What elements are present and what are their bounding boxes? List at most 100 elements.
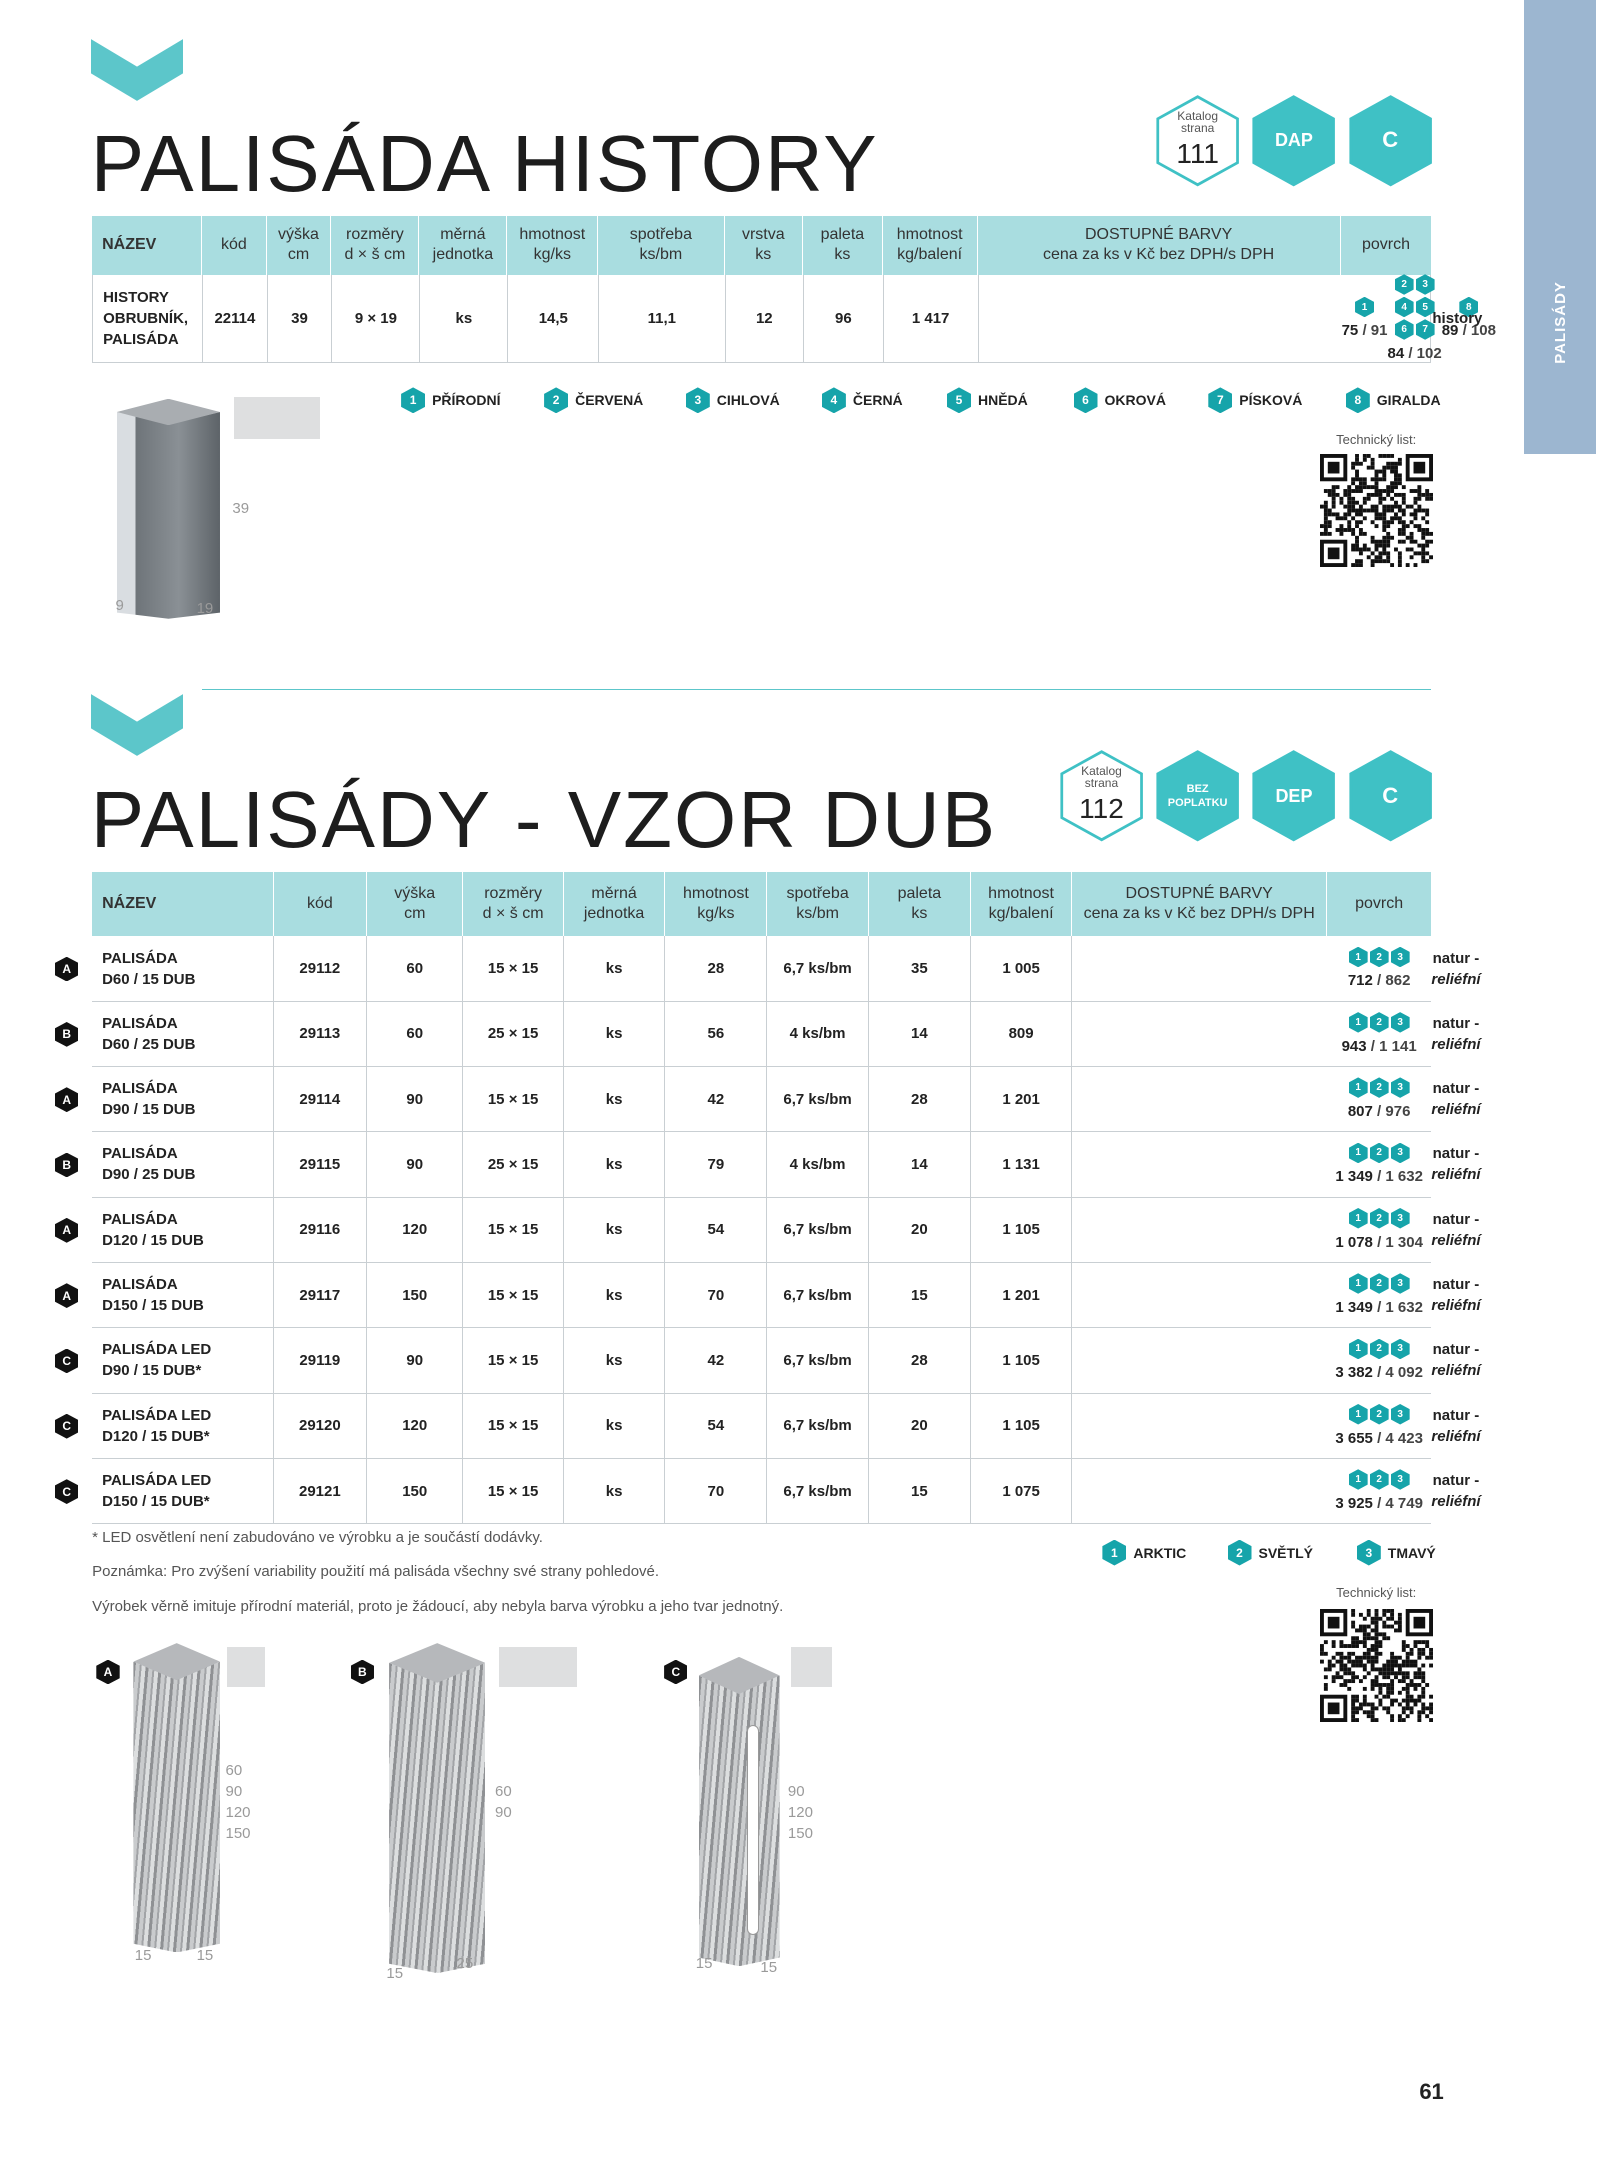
qr-module (1366, 1636, 1371, 1640)
qr-module (1370, 1655, 1375, 1660)
row-marker: A (55, 956, 79, 982)
surface: reliéfní (1431, 1297, 1481, 1315)
qr-module (1358, 559, 1363, 563)
qr-module (1425, 559, 1430, 563)
surface: natur - (1432, 1406, 1480, 1424)
qr-module (1394, 469, 1398, 474)
qr-module (1390, 453, 1395, 458)
qr-module (1413, 551, 1418, 556)
product-image (389, 1643, 486, 1974)
qr-module (1397, 461, 1402, 466)
qr-module (1351, 547, 1356, 552)
table-cell: 15 × 15 (463, 1262, 564, 1328)
qr-module (1378, 477, 1383, 482)
qr-module (1323, 508, 1328, 513)
qr-module (1335, 1651, 1340, 1656)
qr-module (1397, 516, 1402, 521)
qr-module (1378, 500, 1383, 505)
price-with-vat: / 4 092 (1377, 1364, 1423, 1382)
price-without-vat: 943 (1341, 1037, 1367, 1055)
qr-module (1413, 508, 1418, 513)
table-cell: 28 (869, 1328, 971, 1393)
color-swatch: 2 (1369, 1142, 1389, 1164)
table-cell: 15 × 15 (463, 1067, 564, 1132)
qr-module (1417, 1639, 1422, 1644)
qr-module (1358, 484, 1363, 489)
qr-module (1421, 559, 1426, 563)
table-cell: 29119 (274, 1328, 368, 1393)
table-cell: 4 ks/bm (767, 1132, 869, 1197)
color-swatch: 3 (1390, 1142, 1410, 1164)
qr-module (1421, 1675, 1426, 1679)
qr-module (1413, 539, 1418, 544)
table-cell: 29113 (274, 1001, 368, 1066)
qr-module (1335, 484, 1340, 489)
qr-module (1417, 488, 1422, 493)
qr-module (1413, 1675, 1418, 1679)
color-swatch: 2 (1369, 1469, 1389, 1490)
qr-module (1351, 1671, 1356, 1676)
qr-module (1425, 508, 1430, 513)
qr-module (1366, 484, 1371, 489)
product-name: PALISÁDA LED D150 / 15 DUB* (92, 1458, 274, 1524)
color-swatch: 2 (1369, 1273, 1389, 1294)
qr-module (1405, 1655, 1410, 1660)
table-cell: 809 (971, 1001, 1073, 1066)
legend-item: 1 ARKTIC (1101, 1539, 1186, 1567)
certificate-badge: DEP (1251, 749, 1336, 843)
qr-module (1405, 1686, 1410, 1691)
qr-finder (1405, 1608, 1433, 1637)
qr-module (1366, 1714, 1371, 1718)
qr-module (1351, 1612, 1356, 1617)
table-cell: 15 × 15 (463, 1328, 564, 1393)
qr-module (1320, 531, 1324, 536)
qr-module (1382, 523, 1387, 528)
led-slot (747, 1724, 759, 1936)
qr-module (1355, 1655, 1359, 1660)
dimension-labels: 39 (232, 498, 249, 519)
qr-finder (1320, 1694, 1348, 1722)
table-cell: 29115 (274, 1132, 368, 1197)
qr-module (1417, 523, 1422, 528)
qr-module (1331, 496, 1336, 501)
qr-module (1320, 504, 1324, 509)
qr-module (1358, 481, 1363, 485)
qr-module (1421, 1647, 1426, 1652)
color-swatch: 3 (1390, 1077, 1410, 1098)
qr-module (1366, 1702, 1371, 1707)
qr-module (1374, 1616, 1379, 1621)
surface: natur - (1432, 1276, 1480, 1294)
qr-module (1413, 1702, 1418, 1707)
qr-module (1382, 516, 1387, 521)
colors-cell: 1 2 3 943 / 1 141 (1327, 1002, 1432, 1066)
qr-module (1331, 492, 1336, 497)
price-with-vat: / 976 (1377, 1102, 1411, 1120)
qr-module (1343, 1643, 1348, 1648)
qr-module (1351, 531, 1356, 536)
qr-module (1397, 1628, 1402, 1633)
qr-module (1362, 477, 1367, 482)
product-marker: A (96, 1659, 120, 1685)
table-cell: 11,1 (599, 275, 726, 362)
qr-module (1413, 500, 1418, 505)
qr-module (1351, 543, 1356, 548)
qr-module (1413, 1659, 1418, 1664)
qr-module (1351, 1624, 1356, 1629)
qr-module (1370, 559, 1375, 563)
surface: reliéfní (1431, 970, 1481, 988)
table-header: NÁZEV kód výška cm rozměry d × š cm měrná je… (92, 871, 1432, 937)
header-cell: kód (202, 215, 267, 275)
qr-module (1397, 504, 1402, 509)
qr-module (1323, 500, 1328, 505)
qr-module (1370, 461, 1375, 466)
table-cell: 15 (869, 1458, 971, 1524)
qr-module (1327, 488, 1332, 493)
legend-swatch: 4 (821, 387, 846, 414)
qr-module (1370, 1706, 1375, 1711)
qr-module (1362, 457, 1367, 462)
qr-module (1401, 1639, 1406, 1644)
qr-module (1405, 504, 1410, 509)
